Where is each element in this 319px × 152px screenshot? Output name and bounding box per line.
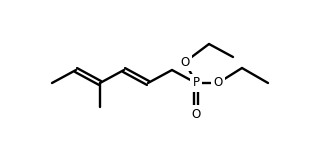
Text: O: O [213, 76, 223, 90]
Text: O: O [191, 107, 201, 121]
Text: P: P [192, 76, 199, 90]
Text: O: O [180, 55, 189, 69]
